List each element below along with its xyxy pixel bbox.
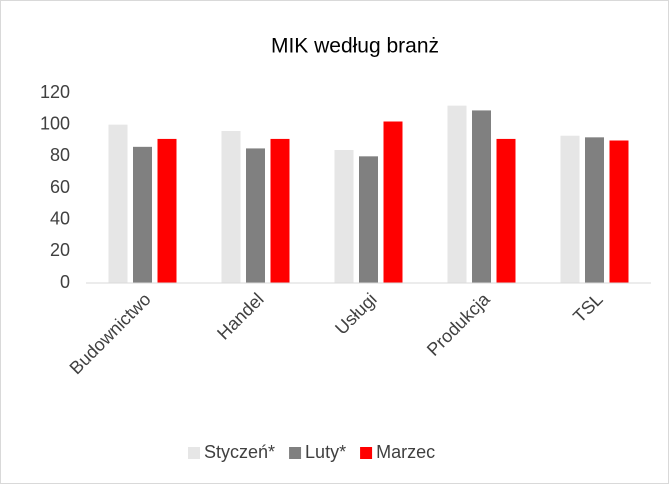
chart-title: MIK według branż <box>271 35 439 58</box>
bar <box>359 156 378 283</box>
y-tick-label: 100 <box>40 113 70 133</box>
bar <box>383 121 403 283</box>
y-tick-label: 20 <box>50 240 70 260</box>
legend-swatch <box>360 447 373 459</box>
bar <box>221 131 241 283</box>
y-tick-label: 120 <box>40 82 70 102</box>
bar <box>133 146 152 283</box>
bar <box>157 138 177 283</box>
legend-label: Luty* <box>305 442 346 462</box>
legend-label: Marzec <box>376 442 435 462</box>
bar <box>585 137 604 283</box>
y-tick-label: 0 <box>60 272 70 292</box>
bar <box>472 110 491 284</box>
bar <box>334 150 354 283</box>
bar <box>496 138 516 283</box>
y-tick-label: 40 <box>50 208 70 228</box>
legend-swatch <box>188 447 200 459</box>
y-tick-label: 80 <box>50 145 70 165</box>
bar <box>108 124 128 284</box>
bar <box>447 105 467 284</box>
y-tick-label: 60 <box>50 177 70 197</box>
legend-swatch <box>289 447 302 459</box>
bar <box>560 135 580 283</box>
bar <box>246 148 265 283</box>
bar <box>270 138 290 283</box>
legend-label: Styczeń* <box>204 442 275 462</box>
bar <box>609 140 629 283</box>
